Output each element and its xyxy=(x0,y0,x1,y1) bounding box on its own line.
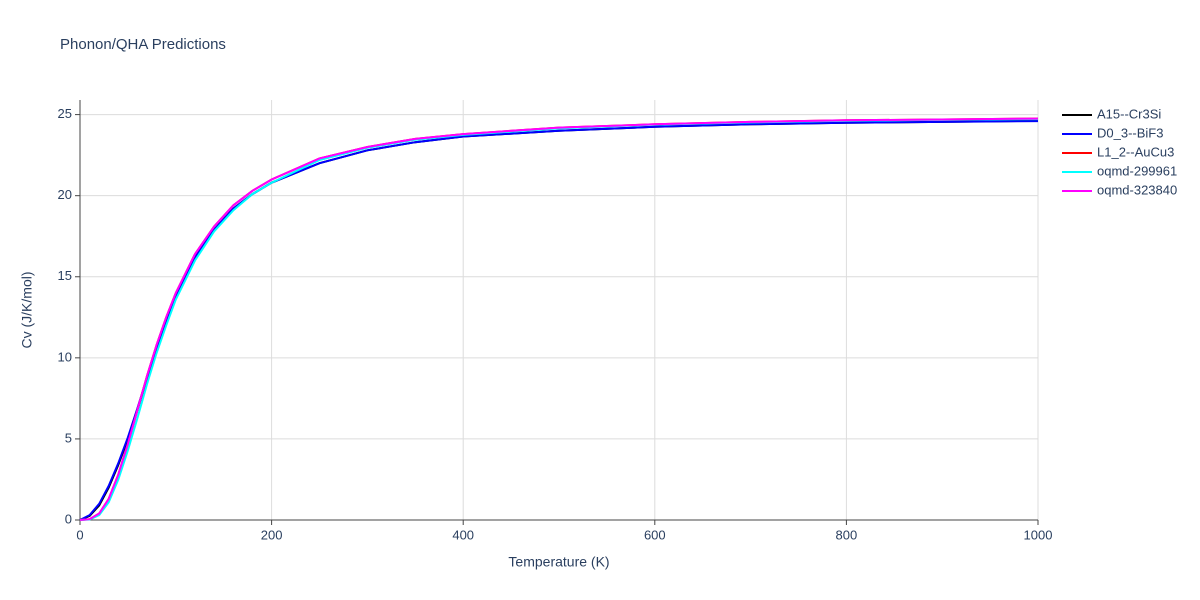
y-axis-title: Cv (J/K/mol) xyxy=(19,272,35,349)
x-axis-title: Temperature (K) xyxy=(508,554,609,570)
series-line xyxy=(79,117,1039,521)
x-tick-label: 1000 xyxy=(1024,527,1053,542)
y-tick-label: 5 xyxy=(65,430,72,445)
y-tick-label: 25 xyxy=(58,106,72,121)
legend-label: oqmd-323840 xyxy=(1097,182,1177,197)
series-line xyxy=(79,117,1039,521)
chart-title: Phonon/QHA Predictions xyxy=(60,36,226,53)
y-tick-label: 15 xyxy=(58,268,72,283)
legend-label: L1_2--AuCu3 xyxy=(1097,144,1174,159)
y-tick-label: 20 xyxy=(58,187,72,202)
y-tick-label: 10 xyxy=(58,349,72,364)
x-tick-label: 400 xyxy=(452,527,474,542)
x-tick-label: 200 xyxy=(261,527,283,542)
y-tick-label: 0 xyxy=(65,511,72,526)
x-tick-label: 600 xyxy=(644,527,666,542)
legend-label: D0_3--BiF3 xyxy=(1097,125,1163,140)
series-line xyxy=(79,118,1039,521)
legend-label: A15--Cr3Si xyxy=(1097,106,1161,121)
x-tick-label: 800 xyxy=(836,527,858,542)
series-line xyxy=(79,120,1039,521)
series-line xyxy=(79,119,1039,521)
x-tick-label: 0 xyxy=(76,527,83,542)
legend-label: oqmd-299961 xyxy=(1097,163,1177,178)
